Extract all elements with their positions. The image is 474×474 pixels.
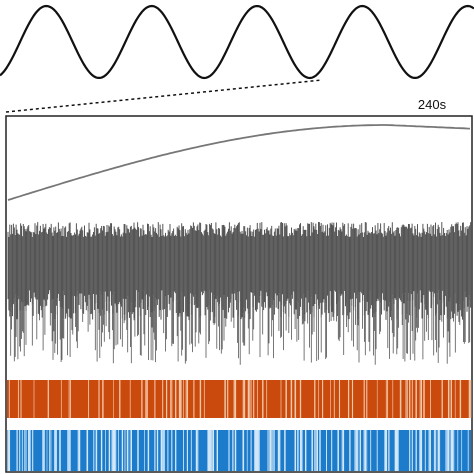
gray-trace — [7, 222, 472, 365]
trend-curve — [7, 124, 471, 201]
time-label: 240s — [418, 97, 447, 112]
zoom-line — [5, 79, 323, 113]
band-fill — [7, 380, 471, 418]
band-fill — [7, 430, 471, 471]
sine-wave — [0, 4, 474, 80]
zoom-box — [5, 115, 473, 473]
orange-band — [7, 380, 472, 418]
blue-band — [7, 430, 471, 471]
